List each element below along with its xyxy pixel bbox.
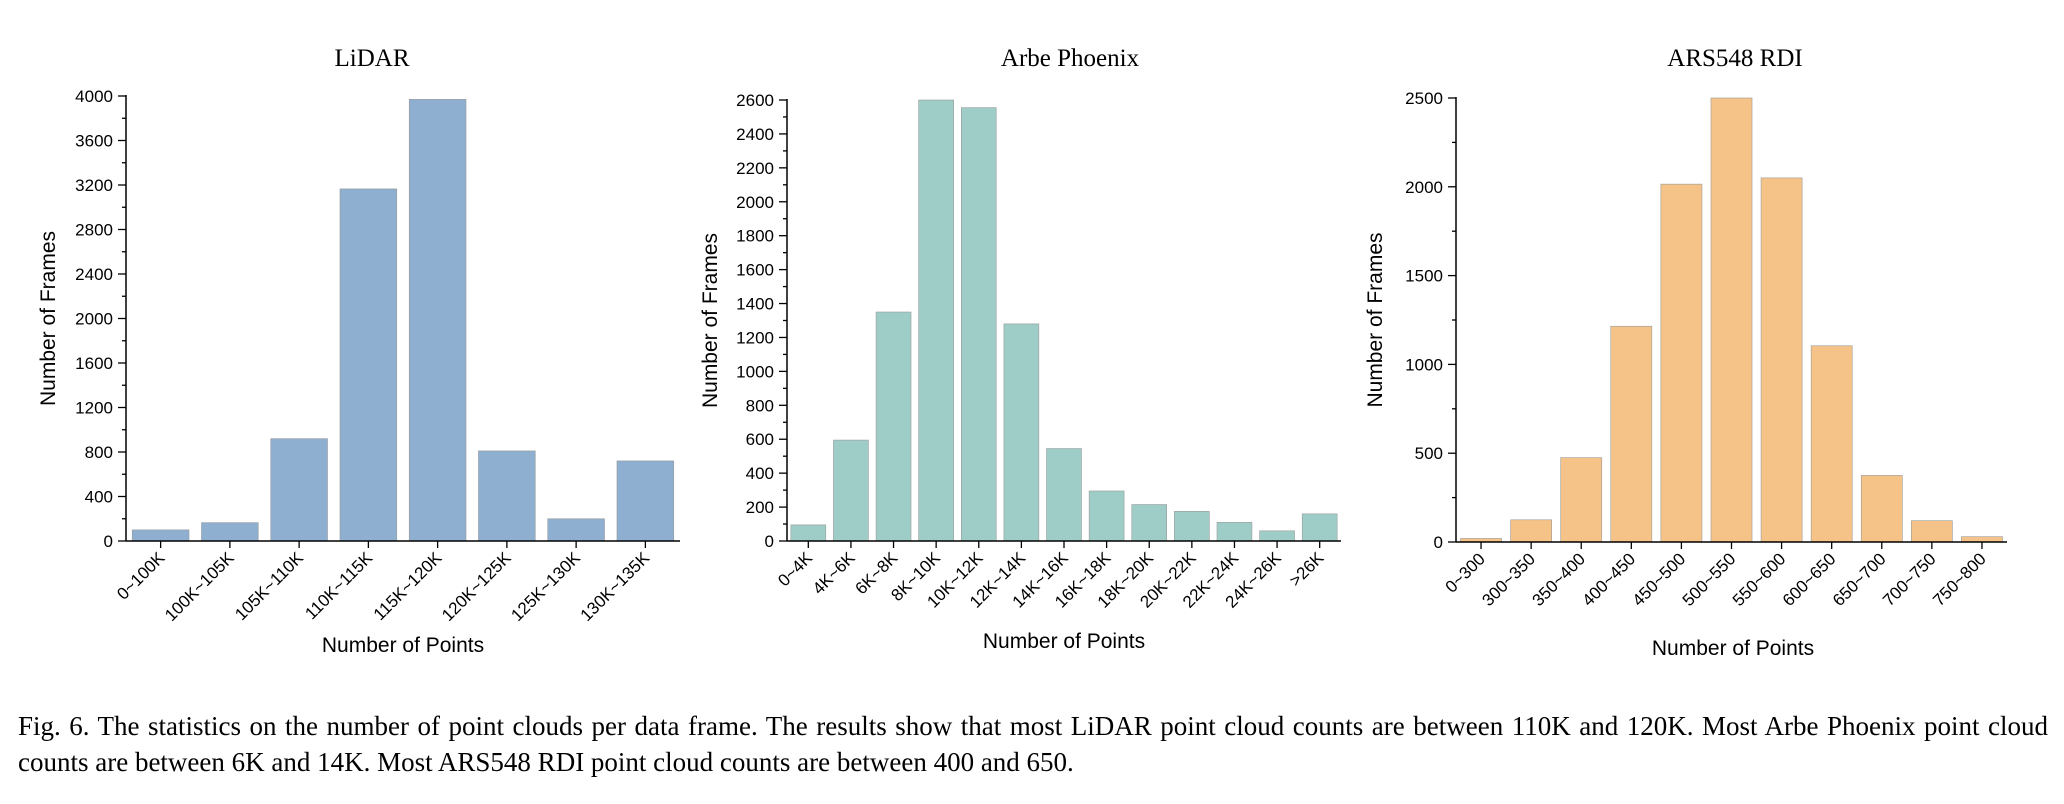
ars548-rdi-xtick-label-8: 650~700 xyxy=(1829,549,1890,610)
lidar-xtick-label-7: 130K~135K xyxy=(577,548,654,625)
ars548-rdi-bar-7 xyxy=(1810,345,1853,543)
arbe-phoenix-ytick-label-8: 1600 xyxy=(736,261,774,280)
ars548-rdi-bar-1 xyxy=(1510,519,1552,543)
ars548-rdi-bar-3 xyxy=(1610,325,1653,543)
ars548-rdi-xtick-label-0: 0~300 xyxy=(1442,549,1489,596)
arbe-phoenix-ytick-label-7: 1400 xyxy=(736,295,774,314)
ars548-rdi-xtick-label-2: 350~400 xyxy=(1528,549,1589,610)
arbe-phoenix-bar-8 xyxy=(1131,504,1168,542)
ars548-rdi-ytick-label-0: 0 xyxy=(1434,533,1443,552)
ars548-rdi-bar-8 xyxy=(1860,475,1903,543)
arbe-phoenix-ytick-label-11: 2200 xyxy=(736,159,774,178)
arbe-phoenix-xtick-label-1: 4K~6K xyxy=(809,548,859,598)
arbe-phoenix-ytick-label-13: 2600 xyxy=(736,91,774,110)
ars548-rdi-xtick-label-1: 300~350 xyxy=(1478,549,1539,610)
lidar-bar-1 xyxy=(201,522,259,542)
lidar-bar-5 xyxy=(478,450,536,542)
lidar-ytick-label-9: 3600 xyxy=(75,132,113,151)
arbe-phoenix-ytick-label-1: 200 xyxy=(746,498,774,517)
arbe-phoenix-ytick-label-12: 2400 xyxy=(736,125,774,144)
ars548-rdi-bar-5 xyxy=(1710,97,1753,543)
ars548-rdi-xtick-label-3: 400~450 xyxy=(1579,549,1640,610)
arbe-phoenix-ytick-label-4: 800 xyxy=(746,396,774,415)
arbe-phoenix-ytick-label-10: 2000 xyxy=(736,193,774,212)
arbe-phoenix-xlabel: Number of Points xyxy=(983,630,1145,653)
arbe-phoenix-title: Arbe Phoenix xyxy=(1001,45,1140,72)
ars548-rdi-title: ARS548 RDI xyxy=(1667,45,1802,72)
ars548-rdi-ylabel: Number of Frames xyxy=(1364,232,1387,407)
lidar-ytick-label-5: 2000 xyxy=(75,310,113,329)
lidar-bar-4 xyxy=(408,99,467,542)
lidar-xtick-label-4: 115K~120K xyxy=(370,548,446,624)
arbe-phoenix-chart: 0 200 400 600 800 1000 1200 1400 1600 1800 2000 220… xyxy=(699,45,1341,653)
lidar-xtick-label-5: 120K~125K xyxy=(438,548,515,625)
ars548-rdi-bar-2 xyxy=(1560,457,1603,543)
arbe-phoenix-bar-12 xyxy=(1301,513,1338,542)
ars548-rdi-ytick-label-3: 1500 xyxy=(1405,267,1443,286)
ars548-rdi-xtick-label-10: 750~800 xyxy=(1929,549,1990,610)
lidar-ytick-label-10: 4000 xyxy=(75,87,113,106)
lidar-xtick-label-3: 110K~115K xyxy=(301,548,376,623)
arbe-phoenix-bar-9 xyxy=(1174,511,1210,542)
arbe-phoenix-bar-4 xyxy=(960,107,997,542)
ars548-rdi-xlabel: Number of Points xyxy=(1652,637,1814,660)
arbe-phoenix-ylabel: Number of Frames xyxy=(699,233,722,408)
arbe-phoenix-bar-5 xyxy=(1003,323,1040,542)
arbe-phoenix-ytick-label-9: 1800 xyxy=(736,227,774,246)
lidar-xtick-label-0: 0~100K xyxy=(113,548,169,604)
arbe-phoenix-ytick-label-2: 400 xyxy=(746,464,774,483)
arbe-phoenix-xtick-label-12: >26K xyxy=(1286,548,1328,590)
arbe-phoenix-ytick-label-6: 1200 xyxy=(736,328,774,347)
lidar-xtick-label-1: 100K~105K xyxy=(161,548,238,625)
arbe-phoenix-bar-6 xyxy=(1046,448,1082,542)
ars548-rdi-bar-10 xyxy=(1961,536,2003,543)
ars548-rdi-ytick-label-1: 500 xyxy=(1415,444,1443,463)
lidar-ylabel: Number of Frames xyxy=(37,231,60,406)
ars548-rdi-xtick-label-9: 700~750 xyxy=(1879,549,1940,610)
ars548-rdi-ytick-label-2: 1000 xyxy=(1405,355,1443,374)
lidar-ytick-label-3: 1200 xyxy=(75,399,113,418)
arbe-phoenix-bar-7 xyxy=(1088,490,1125,542)
arbe-phoenix-bar-0 xyxy=(790,524,827,542)
lidar-ytick-label-7: 2800 xyxy=(75,221,113,240)
ars548-rdi-xtick-label-4: 450~500 xyxy=(1629,549,1690,610)
lidar-title: LiDAR xyxy=(335,45,410,72)
arbe-phoenix-bar-1 xyxy=(833,439,869,542)
arbe-phoenix-ytick-label-3: 600 xyxy=(746,430,774,449)
lidar-bar-6 xyxy=(547,518,605,542)
ars548-rdi-chart: 050010001500200025000~300300~350350~4004… xyxy=(1364,45,2007,660)
lidar-ytick-label-8: 3200 xyxy=(75,176,113,195)
lidar-xlabel: Number of Points xyxy=(322,634,484,657)
ars548-rdi-xtick-label-7: 600~650 xyxy=(1779,549,1840,610)
ars548-rdi-bar-6 xyxy=(1760,177,1803,543)
figure-caption: Fig. 6. The statistics on the number of … xyxy=(18,711,2048,777)
ars548-rdi-bar-4 xyxy=(1660,183,1703,543)
lidar-xtick-label-2: 105K~110K xyxy=(231,548,307,624)
ars548-rdi-ytick-label-5: 2500 xyxy=(1405,89,1443,108)
lidar-chart: 0 400 800 1200 1600 2000 2400 2800 3200 3600 4000 0… xyxy=(37,45,680,657)
statistics-figure: 0400800120016002000240028003200360040000… xyxy=(37,45,2007,660)
lidar-ytick-label-0: 0 xyxy=(104,532,113,551)
lidar-bar-7 xyxy=(616,460,675,542)
ars548-rdi-bar-9 xyxy=(1911,520,1953,543)
lidar-ytick-label-2: 800 xyxy=(85,443,113,462)
lidar-ytick-label-4: 1600 xyxy=(75,354,113,373)
lidar-bar-3 xyxy=(339,188,398,542)
arbe-phoenix-ytick-label-0: 0 xyxy=(765,532,774,551)
arbe-phoenix-bar-11 xyxy=(1259,530,1295,542)
ars548-rdi-ytick-label-4: 2000 xyxy=(1405,178,1443,197)
lidar-ytick-label-1: 400 xyxy=(85,488,113,507)
ars548-rdi-xtick-label-5: 500~550 xyxy=(1679,549,1740,610)
ars548-rdi-xtick-label-6: 550~600 xyxy=(1729,549,1790,610)
lidar-xtick-label-6: 125K~130K xyxy=(507,548,584,625)
arbe-phoenix-bar-3 xyxy=(918,99,954,542)
lidar-ytick-label-6: 2400 xyxy=(75,265,113,284)
lidar-bar-2 xyxy=(270,438,328,542)
arbe-phoenix-bar-2 xyxy=(875,311,912,542)
arbe-phoenix-bar-10 xyxy=(1216,522,1253,542)
arbe-phoenix-ytick-label-5: 1000 xyxy=(736,362,774,381)
lidar-bar-0 xyxy=(131,529,190,542)
